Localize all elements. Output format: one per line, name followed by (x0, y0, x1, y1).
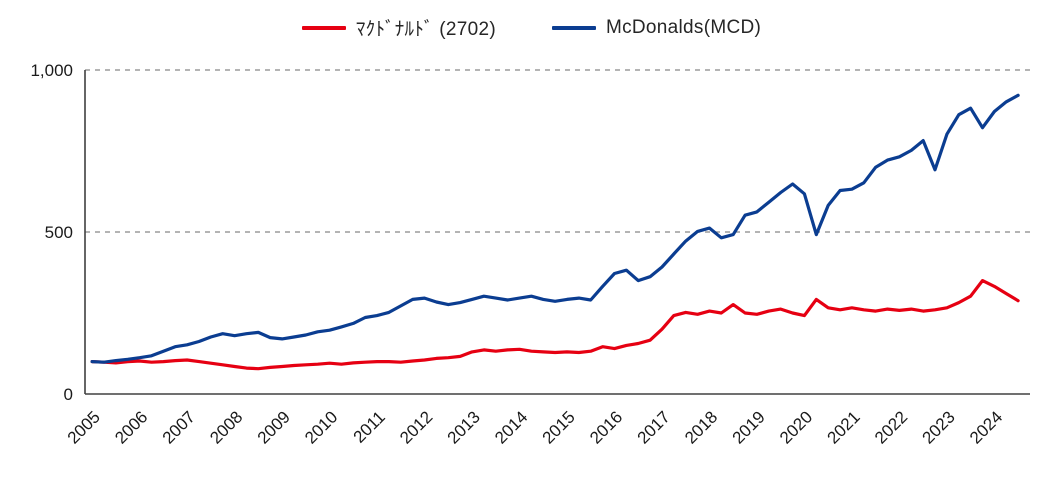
x-tick-label-2015: 2015 (539, 407, 579, 447)
x-tick-label-2024: 2024 (966, 407, 1006, 447)
x-tick-label-2021: 2021 (824, 407, 864, 447)
x-tick-label-2010: 2010 (301, 407, 341, 447)
series-line-2702 (90, 279, 1020, 371)
x-tick-label-2018: 2018 (681, 407, 721, 447)
legend-swatch-mcd-line (551, 25, 596, 30)
x-tick-label-2005: 2005 (64, 407, 104, 447)
legend-swatch-2702-line (301, 25, 346, 30)
legend-item-mcd: McDonalds(MCD) (551, 16, 762, 39)
x-tick-label-2008: 2008 (206, 407, 246, 447)
x-tick-label-2016: 2016 (586, 407, 626, 447)
series-line-mcd (90, 93, 1020, 364)
legend-item-2702: ﾏｸﾄﾞﾅﾙﾄﾞ (2702) (301, 14, 496, 41)
chart-legend: ﾏｸﾄﾞﾅﾙﾄﾞ (2702) McDonalds(MCD) (0, 14, 1063, 41)
x-tick-label-2020: 2020 (776, 407, 816, 447)
x-tick-label-2012: 2012 (396, 407, 436, 447)
y-tick-label: 1,000 (30, 61, 73, 80)
x-tick-label-2011: 2011 (350, 407, 389, 446)
x-tick-label-2017: 2017 (634, 407, 674, 447)
legend-label-mcd: McDonalds(MCD) (605, 16, 762, 38)
x-tick-label-2006: 2006 (111, 407, 151, 447)
x-tick-label-2019: 2019 (729, 407, 769, 447)
x-tick-label-2014: 2014 (491, 407, 531, 447)
x-tick-label-2009: 2009 (254, 407, 294, 447)
x-tick-label-2007: 2007 (159, 407, 199, 447)
x-tick-label-2022: 2022 (871, 407, 911, 447)
x-tick-label-2013: 2013 (444, 407, 484, 447)
x-tick-label-2023: 2023 (919, 407, 959, 447)
legend-label-2702: ﾏｸﾄﾞﾅﾙﾄﾞ (2702) (355, 19, 496, 40)
y-tick-label: 0 (64, 385, 73, 404)
y-tick-label: 500 (45, 223, 73, 242)
